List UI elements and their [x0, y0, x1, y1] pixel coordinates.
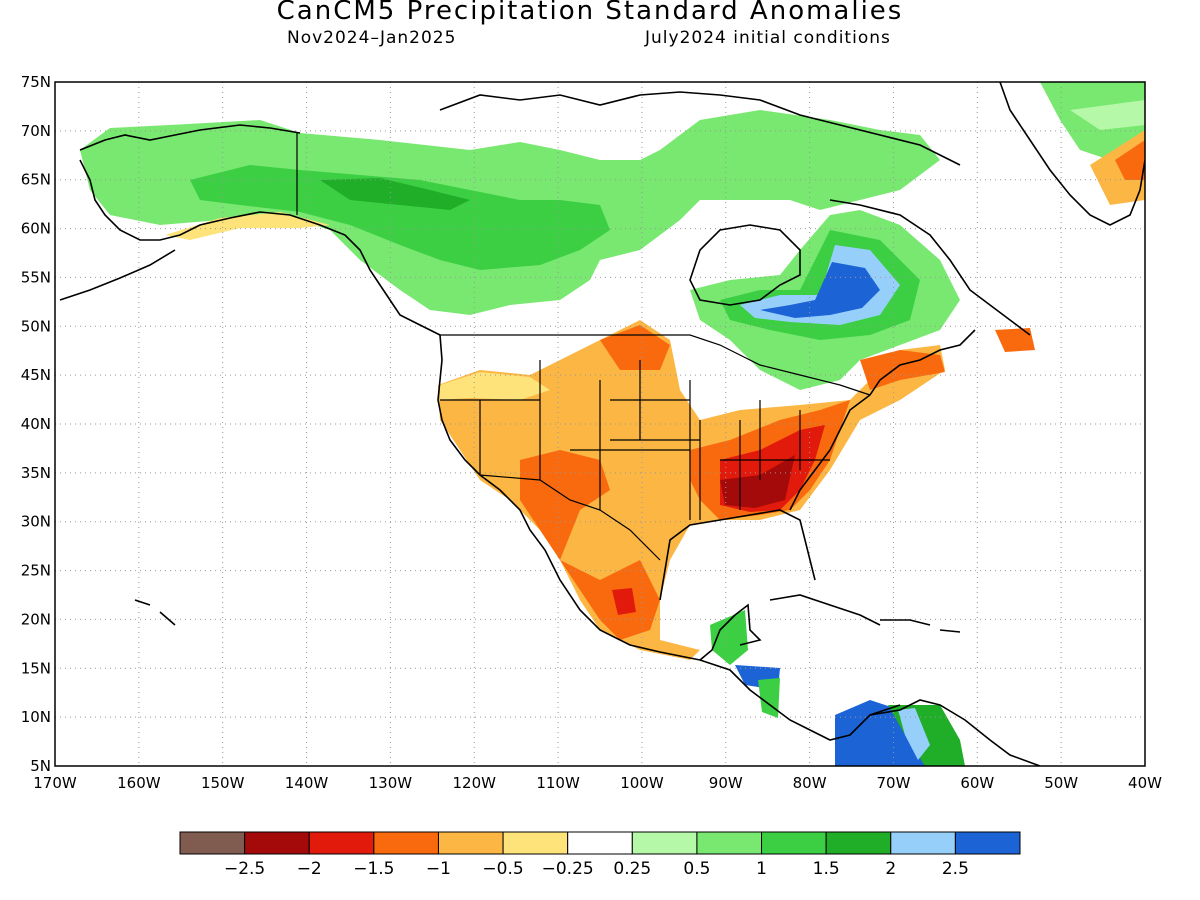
- coastline-west-us: [437, 334, 901, 741]
- colorbar-label: 1.5: [813, 859, 840, 879]
- lon-label: 170W: [33, 774, 77, 792]
- colorbar-label: −1.5: [353, 859, 394, 879]
- borders: [296, 133, 871, 561]
- lon-label: 50W: [1044, 774, 1078, 792]
- coastline-alaska: [79, 124, 441, 336]
- lon-label: 70W: [877, 774, 911, 792]
- coastline-greenland: [999, 82, 1145, 226]
- lon-label: 90W: [709, 774, 743, 792]
- colorbar-label: 2.5: [942, 859, 969, 879]
- wet-anomaly-north-strong: [320, 178, 470, 210]
- lon-label: 100W: [620, 774, 664, 792]
- lon-label: 130W: [369, 774, 413, 792]
- colorbar-swatch: [631, 831, 698, 855]
- lon-label: 110W: [536, 774, 580, 792]
- longitude-labels: 170W 160W 150W 140W 130W 120W 110W 100W 90W 80W 70…: [33, 774, 1162, 792]
- colorbar-label: −0.25: [542, 859, 594, 879]
- dry-anomaly-mexico-core: [612, 588, 636, 615]
- colorbar: [179, 831, 1021, 855]
- colorbar-swatch: [890, 831, 956, 855]
- lon-label: 140W: [285, 774, 329, 792]
- lon-label: 120W: [452, 774, 496, 792]
- coastline-hudson-bay: [689, 224, 801, 306]
- coastline-arctic: [439, 91, 961, 166]
- lat-label: 40N: [21, 415, 51, 433]
- dry-anomaly-newfoundland: [995, 328, 1035, 352]
- dry-anomaly-alaska-coast: [165, 212, 330, 240]
- lat-label: 10N: [21, 708, 51, 726]
- dry-anomaly-greenland-core: [1115, 140, 1145, 180]
- border-state-lines: [440, 360, 830, 520]
- colorbar-swatch: [373, 831, 439, 855]
- colorbar-swatch: [954, 831, 1021, 855]
- colorbar-label: −0.5: [482, 859, 523, 879]
- wet-anomaly-quebec-strong: [760, 262, 880, 318]
- initial-conditions-label: July2024 initial conditions: [645, 28, 891, 48]
- forecast-period: Nov2024–Jan2025: [287, 28, 457, 48]
- map-frame: [54, 81, 1146, 767]
- coastline-hawaii: [134, 599, 176, 626]
- colorbar-swatch: [244, 831, 310, 855]
- wet-anomaly-greenland-light: [1070, 100, 1145, 130]
- colorbar-swatch: [308, 831, 375, 855]
- lat-label: 15N: [21, 659, 51, 677]
- lat-label: 60N: [21, 220, 51, 238]
- lat-label: 75N: [21, 73, 51, 91]
- lat-label: 65N: [21, 171, 51, 189]
- latitude-labels: 75N 70N 65N 60N 55N 50N 45N 40N 35N 30N 25N 20N 15N 1…: [21, 73, 51, 775]
- lon-label: 60W: [960, 774, 994, 792]
- wet-anomaly-venezuela-light: [898, 708, 930, 760]
- lon-label: 80W: [793, 774, 827, 792]
- dry-anomaly-west-us: [438, 320, 945, 660]
- colorbar-swatch: [179, 831, 246, 855]
- colorbar-swatch: [696, 831, 763, 855]
- colorbar-label: 0.5: [683, 859, 710, 879]
- lat-label: 45N: [21, 366, 51, 384]
- colorbar-swatch: [567, 831, 633, 855]
- colorbar-swatch: [502, 831, 569, 855]
- colorbar-label: 0.25: [613, 859, 651, 879]
- lon-label: 40W: [1128, 774, 1162, 792]
- lat-label: 50N: [21, 317, 51, 335]
- colorbar-swatch: [761, 831, 827, 855]
- colorbar-swatch: [825, 831, 892, 855]
- border-us-canada: [440, 334, 871, 396]
- lat-label: 30N: [21, 513, 51, 531]
- map-title: CanCM5 Precipitation Standard Anomalies: [276, 0, 904, 26]
- lon-label: 150W: [201, 774, 245, 792]
- anomaly-field: [80, 82, 1145, 766]
- dry-anomaly-light-rim: [440, 372, 550, 400]
- colorbar-label: −2.5: [224, 859, 265, 879]
- colorbar-label: 1: [756, 859, 767, 879]
- coastline-south-america: [869, 699, 1041, 766]
- dry-anomaly-southeast-extreme: [720, 455, 795, 508]
- lat-label: 25N: [21, 562, 51, 580]
- coastline-labrador: [829, 199, 1031, 336]
- colorbar-label: −2: [297, 859, 322, 879]
- coastline-aleutians: [59, 249, 176, 301]
- lat-label: 5N: [30, 757, 51, 775]
- wet-anomaly-central-america: [710, 610, 748, 665]
- coastline-hispaniola: [880, 619, 961, 633]
- border-us-mexico: [479, 474, 661, 561]
- dry-anomaly-greenland-se: [1090, 130, 1145, 205]
- wet-anomaly-north-core: [190, 165, 610, 270]
- coastline-cuba: [769, 594, 881, 626]
- dry-anomaly-plains: [600, 325, 670, 370]
- lat-label: 20N: [21, 610, 51, 628]
- colorbar-swatch: [437, 831, 504, 855]
- colorbar-label: 2: [885, 859, 896, 879]
- lat-label: 70N: [21, 122, 51, 140]
- lat-label: 55N: [21, 268, 51, 286]
- coastline-gulf-coast: [659, 509, 816, 661]
- lon-label: 160W: [117, 774, 161, 792]
- colorbar-labels: −2.5 −2 −1.5 −1 −0.5 −0.25 0.25 0.5 1 1.5 2 2.5: [224, 859, 969, 879]
- lat-label: 35N: [21, 464, 51, 482]
- colorbar-label: −1: [426, 859, 451, 879]
